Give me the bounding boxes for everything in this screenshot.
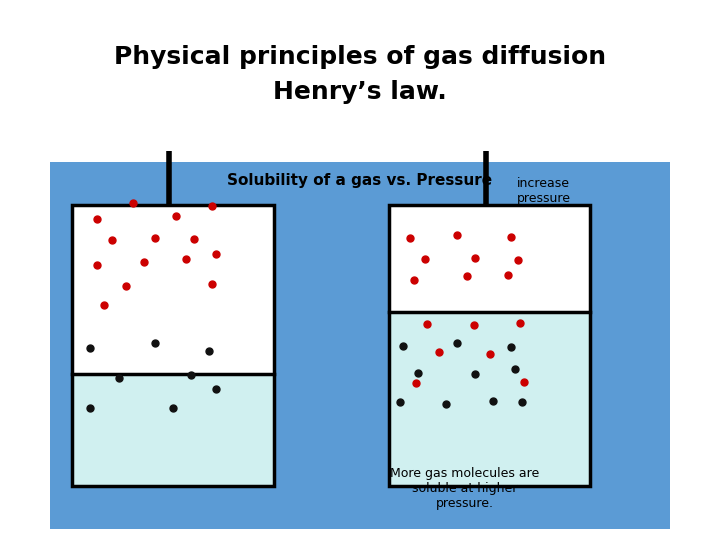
Bar <box>389 205 590 312</box>
Text: More gas molecules are
soluble at higher
pressure.: More gas molecules are soluble at higher… <box>390 467 539 510</box>
Bar <box>72 374 274 486</box>
Text: Henry’s law.: Henry’s law. <box>273 80 447 104</box>
Bar <box>50 162 670 529</box>
Bar <box>72 205 274 486</box>
Text: increase
pressure: increase pressure <box>517 177 571 205</box>
Text: Solubility of a gas vs. Pressure: Solubility of a gas vs. Pressure <box>228 173 492 188</box>
Text: Physical principles of gas diffusion: Physical principles of gas diffusion <box>114 45 606 69</box>
Bar <box>389 205 590 486</box>
Bar <box>72 205 274 374</box>
Bar <box>389 312 590 486</box>
